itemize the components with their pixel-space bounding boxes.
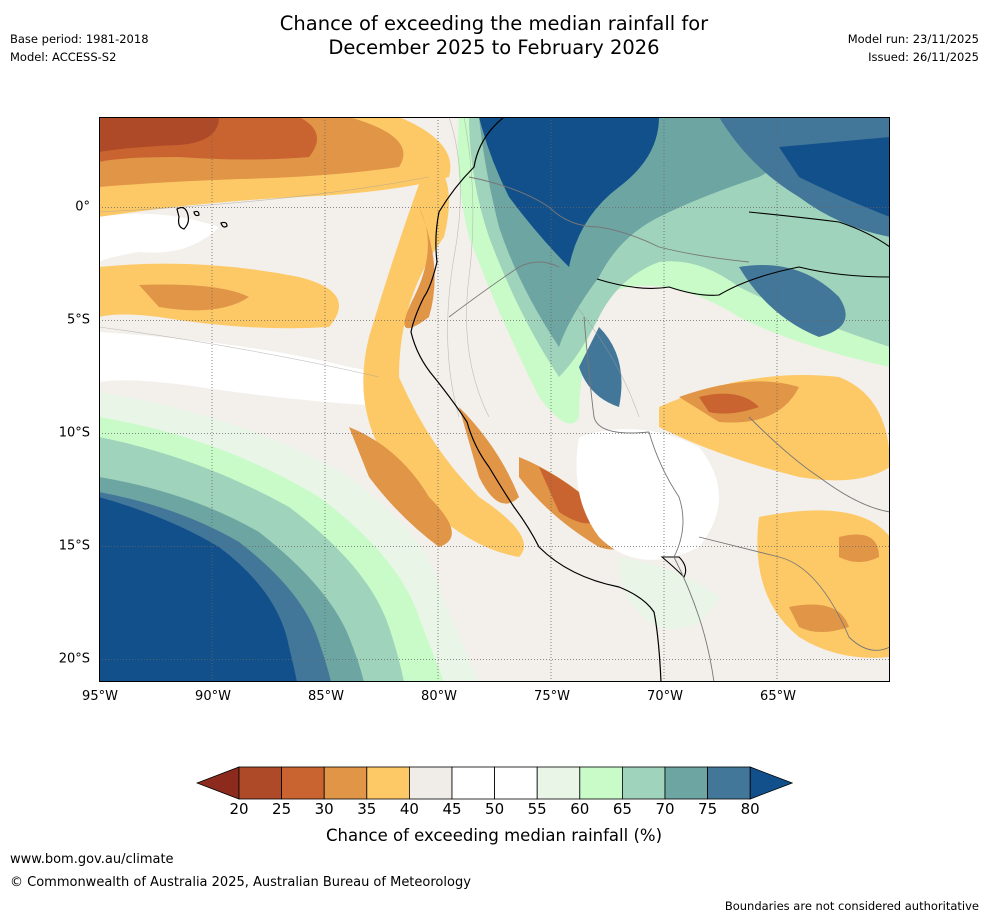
lon-label-95w: 95°W — [82, 689, 118, 704]
title-line-2: December 2025 to February 2026 — [328, 36, 660, 59]
rainfall-map — [99, 117, 890, 682]
galapagos-islands — [176, 206, 228, 230]
lat-label-15s: 15°S — [58, 538, 90, 554]
colorbar-tick-55: 55 — [527, 800, 547, 818]
base-period: Base period: 1981-2018 — [10, 32, 149, 46]
colorbar-tick-50: 50 — [485, 800, 505, 818]
contour-lines — [99, 117, 640, 418]
lon-label-85w: 85°W — [308, 689, 344, 704]
colorbar-bin-30 — [323, 766, 368, 800]
lon-label-80w: 80°W — [421, 689, 457, 704]
colorbar-tick-65: 65 — [612, 800, 632, 818]
disclaimer-text: Boundaries are not considered authoritat… — [724, 899, 979, 913]
colorbar-tick-40: 40 — [399, 800, 419, 818]
country-borders — [448, 176, 890, 682]
model-run: Model run: 23/11/2025 — [847, 32, 979, 46]
field-white-altiplano — [576, 429, 719, 560]
meta-left: Base period: 1981-2018 Model: ACCESS-S2 — [10, 30, 149, 66]
field-55-south — [619, 557, 719, 629]
field-25-bolivia — [699, 393, 759, 414]
colorbar-label: Chance of exceeding median rainfall (%) — [325, 826, 663, 845]
colorbar-tick-35: 35 — [357, 800, 377, 818]
map-frame — [99, 117, 890, 682]
field-white-nw — [99, 213, 219, 262]
field-20-north — [99, 117, 219, 152]
colorbar-bin-40 — [408, 766, 453, 800]
copyright-text: © Commonwealth of Australia 2025, Austra… — [10, 875, 471, 890]
issued-date: Issued: 26/11/2025 — [868, 50, 979, 64]
field-80-ne — [779, 137, 890, 217]
rio-negro — [748, 211, 890, 248]
colorbar-bin-25 — [281, 766, 325, 800]
lon-label-75w: 75°W — [534, 689, 570, 704]
colorbar-tick-45: 45 — [442, 800, 462, 818]
field-30-peru — [349, 427, 452, 547]
colorbar-extend-high — [749, 766, 794, 800]
colorbar-bin-70 — [664, 766, 708, 800]
field-30-chaco — [789, 604, 849, 632]
map-canvas — [99, 117, 890, 682]
field-30-west — [139, 284, 249, 311]
gridlines — [99, 117, 890, 682]
meta-right: Model run: 23/11/2025 Issued: 26/11/2025 — [848, 30, 979, 66]
colorbar-svg — [195, 766, 794, 800]
lat-label-10s: 10°S — [58, 425, 90, 441]
colorbar-extend-low — [195, 766, 240, 800]
colorbar-bin-45 — [451, 766, 495, 800]
colorbar-bin-50 — [494, 766, 538, 800]
field-75-peru — [579, 327, 622, 407]
field-30-chaco-2 — [839, 534, 879, 562]
lon-label-65w: 65°W — [760, 689, 796, 704]
colorbar-tick-20: 20 — [229, 800, 249, 818]
colorbar-bin-60 — [579, 766, 623, 800]
colorbar-tick-25: 25 — [272, 800, 292, 818]
field-80-amazon — [479, 117, 659, 267]
colorbar-tick-60: 60 — [570, 800, 590, 818]
lat-label-0: 0° — [75, 199, 90, 215]
website-link[interactable]: www.bom.gov.au/climate — [10, 852, 174, 867]
coastline — [410, 117, 662, 682]
field-80-sw — [99, 497, 297, 682]
field-35-coast — [363, 157, 524, 557]
colorbar-tick-30: 30 — [314, 800, 334, 818]
lon-label-90w: 90°W — [195, 689, 231, 704]
colorbar-bin-65 — [621, 766, 666, 800]
colorbar-tick-75: 75 — [698, 800, 718, 818]
model-name: Model: ACCESS-S2 — [10, 50, 117, 64]
colorbar-bin-55 — [536, 766, 581, 800]
lat-label-5s: 5°S — [66, 312, 90, 328]
colorbar — [195, 766, 794, 804]
field-30-peru-2 — [459, 407, 519, 504]
field-75-east — [739, 265, 846, 337]
title-line-1: Chance of exceeding the median rainfall … — [279, 12, 709, 35]
amazon-river — [596, 266, 890, 296]
colorbar-bin-20 — [238, 766, 282, 800]
colorbar-bin-75 — [707, 766, 751, 800]
colorbar-tick-80: 80 — [740, 800, 760, 818]
map-title: Chance of exceeding the median rainfall … — [0, 12, 988, 60]
colorbar-bin-35 — [366, 766, 410, 800]
lat-label-20s: 20°S — [58, 651, 90, 667]
colorbar-tick-70: 70 — [655, 800, 675, 818]
field-white-west — [99, 332, 401, 407]
lon-label-70w: 70°W — [647, 689, 683, 704]
field-30-coast — [404, 207, 435, 329]
lake-titicaca — [660, 556, 687, 578]
